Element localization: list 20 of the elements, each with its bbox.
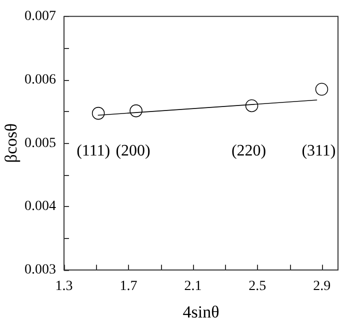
x-tick-label: 1.3	[55, 278, 73, 294]
x-tick-label: 1.7	[120, 278, 138, 294]
point	[245, 99, 258, 112]
y-tick-label: 0.007	[24, 9, 56, 24]
annotation: (111)	[76, 142, 110, 160]
y-axis-title: βcosθ	[2, 123, 21, 163]
point	[130, 104, 142, 118]
annotation: (311)	[302, 142, 336, 160]
y-tick-label: 0.006	[24, 72, 56, 88]
point	[315, 82, 328, 96]
x-axis-title: 4sinθ	[182, 302, 220, 322]
annotation: (220)	[231, 142, 266, 160]
x-tick-label: 2.5	[248, 278, 266, 294]
annotation: (200)	[116, 142, 150, 160]
point	[92, 106, 105, 120]
x-tick-label: 2.9	[313, 278, 331, 294]
y-tick-label: 0.005	[24, 136, 56, 151]
y-tick-label: 0.004	[24, 199, 56, 214]
x-tick-label: 2.1	[184, 278, 202, 294]
y-tick-label: 0.003	[24, 262, 56, 278]
